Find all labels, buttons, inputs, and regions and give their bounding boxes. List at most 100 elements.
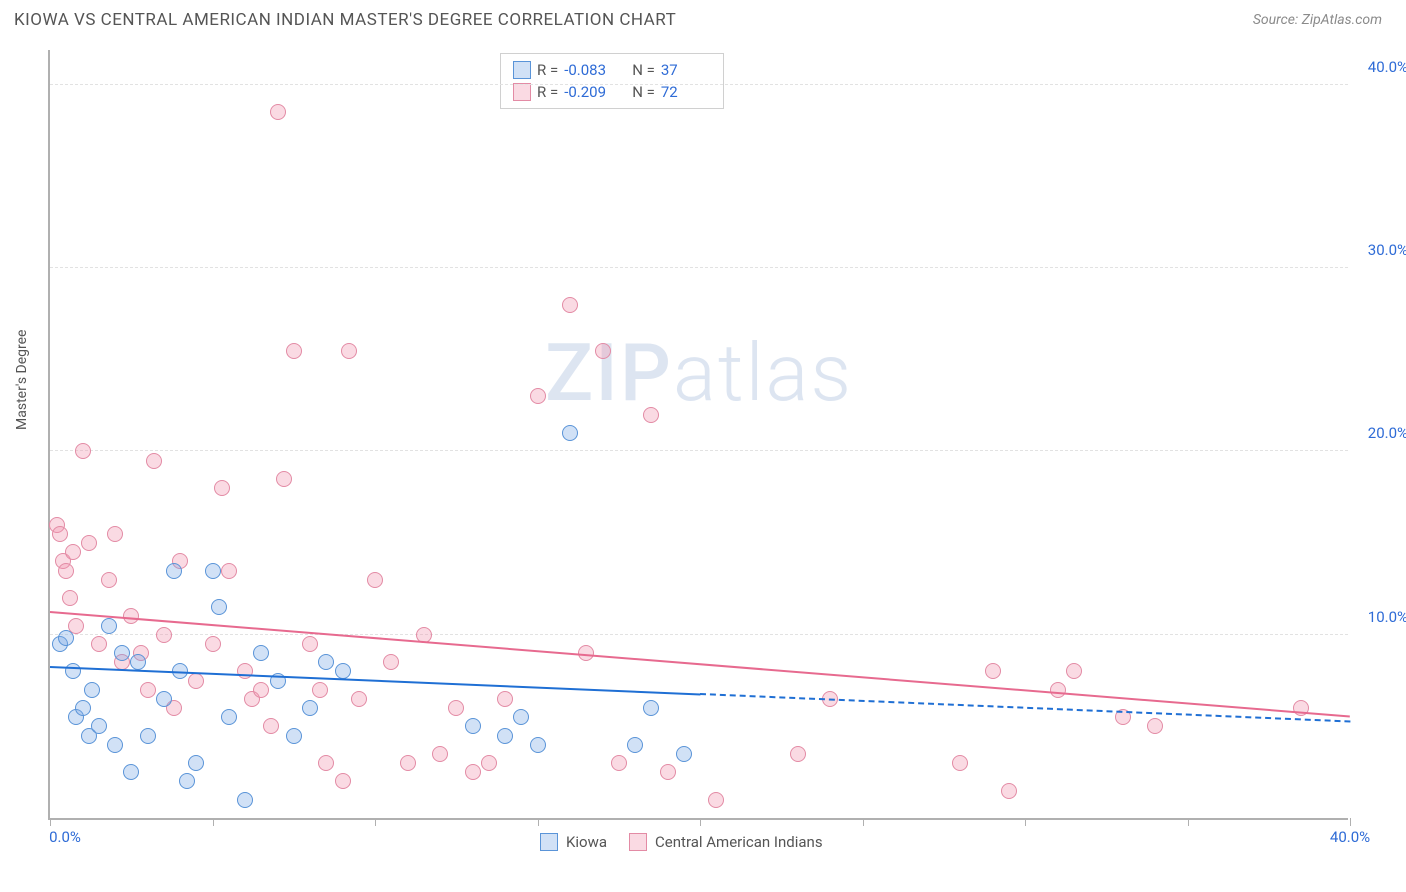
kiowa-point [237,792,253,808]
kiowa-point [179,773,195,789]
cai-point [341,343,357,359]
cai-point [65,544,81,560]
cai-point [188,673,204,689]
cai-point [1050,682,1066,698]
ytick-label: 20.0% [1368,424,1406,442]
cai-point [643,407,659,423]
cai-point [205,636,221,652]
cai-point [101,572,117,588]
kiowa-point [156,691,172,707]
cai-point [660,764,676,780]
xtick-mark [50,818,51,826]
cai-point [481,755,497,771]
xtick-mark [700,818,701,826]
cai-point [312,682,328,698]
cai-point [75,443,91,459]
cai-point [595,343,611,359]
xtick-mark [1350,818,1351,826]
cai-point [1066,663,1082,679]
gridline [50,267,1348,268]
y-axis-label: Master's Degree [14,330,30,430]
kiowa-point [530,737,546,753]
kiowa-point [318,654,334,670]
kiowa-point [123,764,139,780]
cai-point [708,792,724,808]
cai-point [400,755,416,771]
source-label: Source: ZipAtlas.com [1253,12,1382,28]
legend-row-kiowa: R = -0.083 N = 37 [513,59,711,81]
cai-point [91,636,107,652]
cai-point [237,663,253,679]
swatch-kiowa-b [540,833,558,851]
kiowa-point [205,563,221,579]
xtick-label: 0.0% [49,828,81,846]
kiowa-point [101,618,117,634]
kiowa-point [253,645,269,661]
kiowa-point [627,737,643,753]
legend-item-kiowa: Kiowa [540,833,607,851]
cai-point [1147,718,1163,734]
kiowa-point [221,709,237,725]
chart-title: KIOWA VS CENTRAL AMERICAN INDIAN MASTER'… [14,10,676,30]
kiowa-point [302,700,318,716]
correlation-legend: R = -0.083 N = 37 R = -0.209 N = 72 [500,53,724,109]
cai-point [465,764,481,780]
cai-point [562,297,578,313]
gridline [50,84,1348,85]
kiowa-point [140,728,156,744]
kiowa-point [497,728,513,744]
cai-point [263,718,279,734]
kiowa-point [562,425,578,441]
cai-point [52,526,68,542]
xtick-mark [375,818,376,826]
kiowa-point [335,663,351,679]
xtick-mark [538,818,539,826]
xtick-mark [1025,818,1026,826]
kiowa-point [107,737,123,753]
cai-point [497,691,513,707]
cai-point [140,682,156,698]
kiowa-point [465,718,481,734]
kiowa-point [676,746,692,762]
ytick-label: 30.0% [1368,241,1406,259]
ytick-label: 10.0% [1368,608,1406,626]
cai-point [58,563,74,579]
xtick-label: 40.0% [1330,828,1370,846]
cai-point [448,700,464,716]
cai-point [214,480,230,496]
swatch-kiowa [513,61,531,79]
cai-point [530,388,546,404]
cai-point [286,343,302,359]
cai-point [351,691,367,707]
cai-point [432,746,448,762]
cai-point [270,104,286,120]
kiowa-point [643,700,659,716]
legend-item-cai: Central American Indians [629,833,823,851]
chart-header: KIOWA VS CENTRAL AMERICAN INDIAN MASTER'… [0,0,1406,36]
xtick-mark [1188,818,1189,826]
cai-point [276,471,292,487]
scatter-chart: ZIPatlas R = -0.083 N = 37 R = -0.209 N … [48,50,1348,820]
cai-point [1001,783,1017,799]
gridline [50,634,1348,635]
cai-point [146,453,162,469]
kiowa-point [58,630,74,646]
swatch-cai-b [629,833,647,851]
cai-point [302,636,318,652]
kiowa-point [75,700,91,716]
series-legend: Kiowa Central American Indians [540,833,823,851]
kiowa-point [84,682,100,698]
swatch-cai [513,83,531,101]
xtick-mark [213,818,214,826]
cai-point [611,755,627,771]
cai-point [383,654,399,670]
kiowa-point [166,563,182,579]
kiowa-point [114,645,130,661]
kiowa-point [211,599,227,615]
cai-point [81,535,97,551]
cai-point [253,682,269,698]
ytick-label: 40.0% [1368,58,1406,76]
kiowa-point [286,728,302,744]
cai-point [107,526,123,542]
cai-point [221,563,237,579]
